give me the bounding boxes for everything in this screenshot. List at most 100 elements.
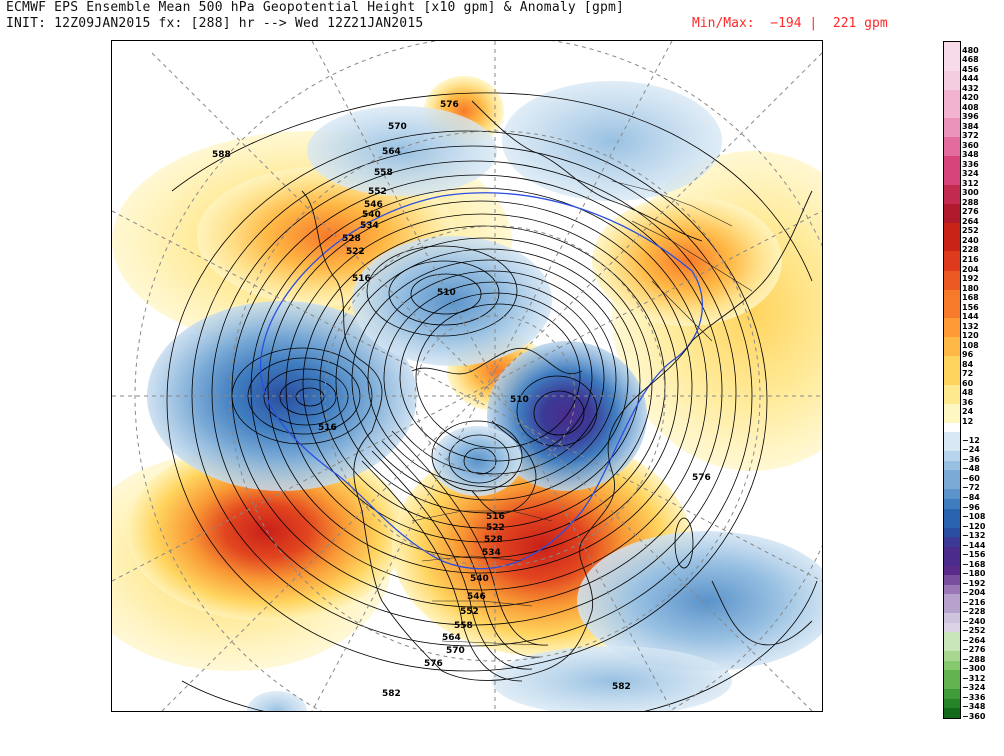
anomaly-colorbar: [943, 41, 961, 719]
colorbar-tick-label: −96: [962, 502, 980, 512]
min-max-readout: Min/Max: −194 | 221 gpm: [692, 16, 888, 31]
colorbar-segment: [944, 527, 960, 538]
colorbar-segment: [944, 565, 960, 576]
colorbar-segment: [944, 670, 960, 681]
colorbar-tick-label: 384: [962, 121, 979, 131]
colorbar-tick-label: −240: [962, 616, 986, 626]
colorbar-tick-label: −72: [962, 483, 980, 493]
init-forecast-line: INIT: 12Z09JAN2015 fx: [288] hr --> Wed …: [6, 16, 424, 31]
colorbar-segment: [944, 337, 960, 348]
colorbar-tick-label: −324: [962, 683, 986, 693]
contour-label: 582: [612, 682, 631, 692]
contour-label: 564: [382, 147, 401, 157]
colorbar-tick-label: 312: [962, 178, 979, 188]
colorbar-tick-label: −132: [962, 531, 986, 541]
map-title: ECMWF EPS Ensemble Mean 500 hPa Geopoten…: [6, 0, 625, 15]
colorbar-tick-label: 24: [962, 407, 974, 417]
colorbar-segment: [944, 613, 960, 624]
colorbar-tick-label: −204: [962, 588, 986, 598]
colorbar-tick-label: 288: [962, 197, 979, 207]
contour-label: 570: [388, 122, 407, 132]
colorbar-tick-label: 228: [962, 245, 979, 255]
height-contours: [166, 92, 818, 711]
colorbar-tick-label: 84: [962, 359, 974, 369]
colorbar-tick-label: −336: [962, 692, 986, 702]
colorbar-segment: [944, 622, 960, 633]
colorbar-tick-label: 276: [962, 207, 979, 217]
contour-label: 510: [437, 288, 456, 298]
colorbar-tick-label: −264: [962, 635, 986, 645]
colorbar-segment: [944, 556, 960, 567]
colorbar-segment: [944, 403, 960, 414]
colorbar-tick-label: −36: [962, 454, 980, 464]
colorbar-segment: [944, 518, 960, 529]
colorbar-tick-label: 456: [962, 64, 979, 74]
colorbar-tick-label: 132: [962, 321, 979, 331]
colorbar-segment: [944, 213, 960, 224]
colorbar-segment: [944, 232, 960, 243]
colorbar-tick-label: −360: [962, 712, 986, 721]
colorbar-tick-label: −84: [962, 493, 980, 502]
colorbar-segment: [944, 432, 960, 443]
colorbar-tick-label: 156: [962, 302, 979, 312]
lat-lon-grid: [112, 41, 822, 711]
colorbar-tick-label: 96: [962, 350, 974, 360]
colorbar-segment: [944, 51, 960, 62]
contour-label: 546: [364, 200, 383, 210]
colorbar-tick-label: −288: [962, 654, 986, 664]
colorbar-tick-label: 60: [962, 378, 974, 388]
colorbar-segment: [944, 660, 960, 671]
colorbar-segment: [944, 146, 960, 157]
colorbar-tick-label: −60: [962, 473, 980, 483]
colorbar-tick-label: 336: [962, 159, 979, 169]
colorbar-tick-label: 180: [962, 283, 979, 293]
colorbar-segment: [944, 584, 960, 595]
colorbar-segment: [944, 346, 960, 357]
colorbar-segment: [944, 708, 960, 719]
colorbar-segment: [944, 470, 960, 481]
contour-label: 576: [440, 100, 459, 110]
contour-label: 510: [510, 395, 529, 405]
colorbar-segment: [944, 698, 960, 709]
colorbar-tick-label: 432: [962, 83, 979, 93]
colorbar-tick-label: −228: [962, 607, 986, 617]
colorbar-tick-label: −48: [962, 464, 980, 474]
colorbar-tick-label: 300: [962, 188, 979, 198]
colorbar-segment: [944, 479, 960, 490]
colorbar-tick-label: 372: [962, 131, 979, 141]
contour-label: 558: [454, 621, 473, 631]
contour-label: 522: [346, 247, 365, 257]
borders: [411, 180, 753, 646]
highlight-contour: [259, 192, 704, 570]
contour-label: 576: [424, 659, 443, 669]
colorbar-segment: [944, 594, 960, 605]
polar-map: 588 576 570 564 558 552 546 540 534 528 …: [111, 40, 823, 712]
colorbar-tick-label: −276: [962, 645, 986, 655]
colorbar-segment: [944, 575, 960, 586]
colorbar-tick-label: 168: [962, 293, 979, 303]
colorbar-tick-label: −192: [962, 578, 986, 588]
colorbar-segment: [944, 270, 960, 281]
colorbar-segment: [944, 175, 960, 186]
colorbar-tick-label: 480: [962, 45, 979, 55]
contour-label: 522: [486, 523, 505, 533]
colorbar-segment: [944, 422, 960, 433]
contour-label: 576: [692, 473, 711, 483]
colorbar-segment: [944, 194, 960, 205]
colorbar-segment: [944, 137, 960, 148]
colorbar-segment: [944, 546, 960, 557]
colorbar-segment: [944, 413, 960, 424]
colorbar-segment: [944, 489, 960, 500]
contour-label: 552: [368, 187, 387, 197]
colorbar-tick-label: −24: [962, 445, 980, 455]
colorbar-segment: [944, 603, 960, 614]
colorbar-tick-label: 396: [962, 112, 979, 122]
contour-label: 564: [442, 633, 461, 643]
colorbar-tick-label: 408: [962, 102, 979, 112]
colorbar-segment: [944, 222, 960, 233]
colorbar-tick-label: −168: [962, 559, 986, 569]
colorbar-segment: [944, 241, 960, 252]
colorbar-segment: [944, 61, 960, 72]
colorbar-tick-label: 216: [962, 254, 979, 264]
colorbar-segment: [944, 89, 960, 100]
